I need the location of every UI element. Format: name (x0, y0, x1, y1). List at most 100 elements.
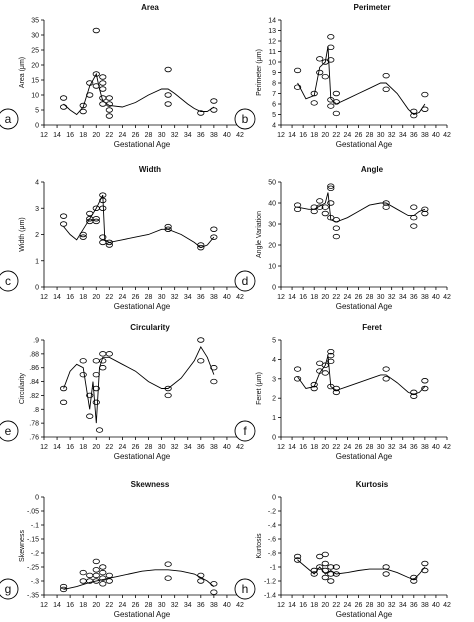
data-point (332, 225, 340, 231)
data-point (410, 214, 418, 221)
data-point (327, 578, 335, 584)
panel-b: 12 14 16 18 20 22 24 26 28 30 32 34 36 38 40 4245678910… (234, 3, 451, 149)
x-tick-label: 28 (145, 132, 153, 139)
data-point (382, 86, 390, 92)
data-point (59, 221, 68, 227)
x-tick-label: 20 (92, 132, 100, 139)
panel-letter: d (242, 274, 249, 288)
x-tick-label: 18 (79, 602, 87, 609)
x-tick-label: 26 (355, 132, 363, 139)
y-tick-label: 50 (268, 180, 276, 187)
data-point (79, 371, 87, 378)
y-tick-label: -.4 (268, 523, 276, 530)
panel-letter: h (242, 582, 249, 596)
data-point (79, 578, 87, 584)
data-point (86, 572, 94, 579)
y-tick-label: 25 (31, 48, 39, 55)
data-point (99, 101, 107, 107)
y-tick-label: 0 (272, 285, 276, 292)
x-tick-label: 40 (223, 294, 231, 301)
data-point (210, 234, 218, 240)
data-point (92, 216, 100, 222)
data-point (327, 358, 335, 365)
data-point (316, 69, 324, 76)
x-tick-label: 18 (310, 132, 318, 139)
data-point (421, 91, 429, 98)
data-point (321, 210, 329, 217)
x-tick-label: 14 (53, 132, 61, 139)
x-tick-label: 30 (377, 602, 385, 609)
x-tick-label: 30 (158, 444, 166, 451)
data-point (421, 210, 429, 217)
data-point (92, 385, 100, 392)
y-tick-label: 4 (35, 180, 39, 187)
y-tick-label: 20 (268, 243, 276, 250)
data-point (210, 98, 218, 104)
data-point (293, 557, 302, 563)
x-tick-label: 28 (145, 602, 153, 609)
x-tick-label: 20 (92, 294, 100, 301)
panel-d: 12 14 16 18 20 22 24 26 28 30 32 34 36 38 40 4201020304… (234, 165, 451, 311)
x-tick-label: 22 (105, 602, 113, 609)
panel-title: Skewness (131, 480, 170, 489)
panel-letter: a (5, 112, 12, 126)
data-point (99, 569, 107, 576)
x-tick-label: 22 (105, 444, 113, 451)
x-tick-label: 16 (66, 294, 74, 301)
y-tick-label: -1.2 (264, 579, 276, 586)
y-tick-label: .82 (29, 393, 39, 400)
panel-title: Width (139, 165, 161, 174)
y-tick-label: .78 (29, 421, 39, 428)
data-point (327, 348, 335, 355)
y-tick-label: 5 (272, 338, 276, 345)
x-tick-label: 36 (197, 294, 205, 301)
data-point (310, 208, 318, 215)
data-point (321, 362, 329, 368)
panel-letter-circle (0, 420, 19, 442)
x-tick-label: 26 (132, 132, 140, 139)
data-point (99, 365, 107, 371)
data-point (105, 572, 113, 579)
data-point (164, 101, 172, 107)
x-axis-label: Gestational Age (114, 610, 171, 619)
data-point (210, 581, 218, 587)
x-tick-label: 20 (321, 444, 329, 451)
data-point (293, 366, 302, 372)
data-point (332, 99, 340, 105)
x-tick-label: 14 (53, 444, 61, 451)
data-point (197, 578, 205, 584)
data-point (410, 112, 418, 119)
x-tick-label: 38 (421, 294, 429, 301)
data-point (92, 27, 100, 34)
data-point (293, 553, 302, 560)
data-point (92, 371, 100, 378)
data-point (327, 57, 335, 63)
data-point (382, 366, 390, 372)
y-tick-label: -.25 (27, 565, 39, 572)
data-point (99, 581, 107, 587)
x-tick-label: 36 (197, 132, 205, 139)
x-tick-label: 14 (53, 602, 61, 609)
data-point (210, 226, 218, 232)
x-tick-label: 28 (366, 602, 374, 609)
x-tick-label: 14 (53, 294, 61, 301)
data-point (410, 204, 418, 210)
y-tick-label: 2 (35, 232, 39, 239)
data-point (164, 92, 172, 98)
y-tick-label: 0 (35, 495, 39, 502)
panel-letter-circle (234, 420, 256, 442)
x-tick-label: 14 (288, 294, 296, 301)
x-axis-label: Gestational Age (114, 302, 171, 311)
fit-curve (297, 46, 426, 116)
x-tick-label: 24 (344, 294, 352, 301)
x-tick-label: 20 (321, 602, 329, 609)
x-tick-label: 34 (399, 444, 407, 451)
data-point (210, 378, 218, 385)
data-point (310, 567, 318, 574)
data-point (382, 200, 390, 206)
data-point (382, 571, 390, 577)
data-point (99, 358, 107, 364)
x-tick-label: 38 (210, 132, 218, 139)
x-tick-label: 40 (432, 444, 440, 451)
data-point (105, 242, 113, 248)
